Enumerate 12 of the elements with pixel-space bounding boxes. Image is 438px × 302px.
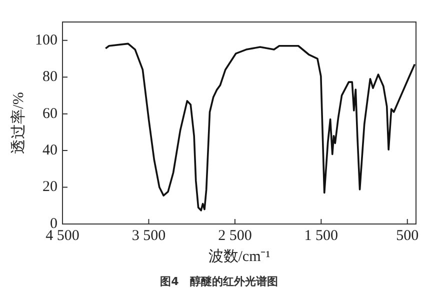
caption: 图4 醇醚的红外光谱图 bbox=[159, 274, 279, 289]
y-tick-label: 20 bbox=[42, 179, 58, 196]
x-tick-label: 1 500 bbox=[304, 228, 338, 244]
x-tick-label: 500 bbox=[396, 228, 419, 244]
x-tick-label: 2 500 bbox=[218, 228, 252, 244]
y-tick-label: 80 bbox=[42, 69, 58, 86]
x-tick-label: 3 500 bbox=[132, 228, 166, 244]
x-axis-title: 波数/cm⁻¹ bbox=[208, 248, 270, 265]
y-tick-label: 40 bbox=[42, 142, 58, 158]
y-axis-title: 透过率/% bbox=[10, 92, 27, 154]
y-tick-label: 60 bbox=[42, 106, 58, 122]
y-tick-label: 100 bbox=[35, 32, 58, 48]
